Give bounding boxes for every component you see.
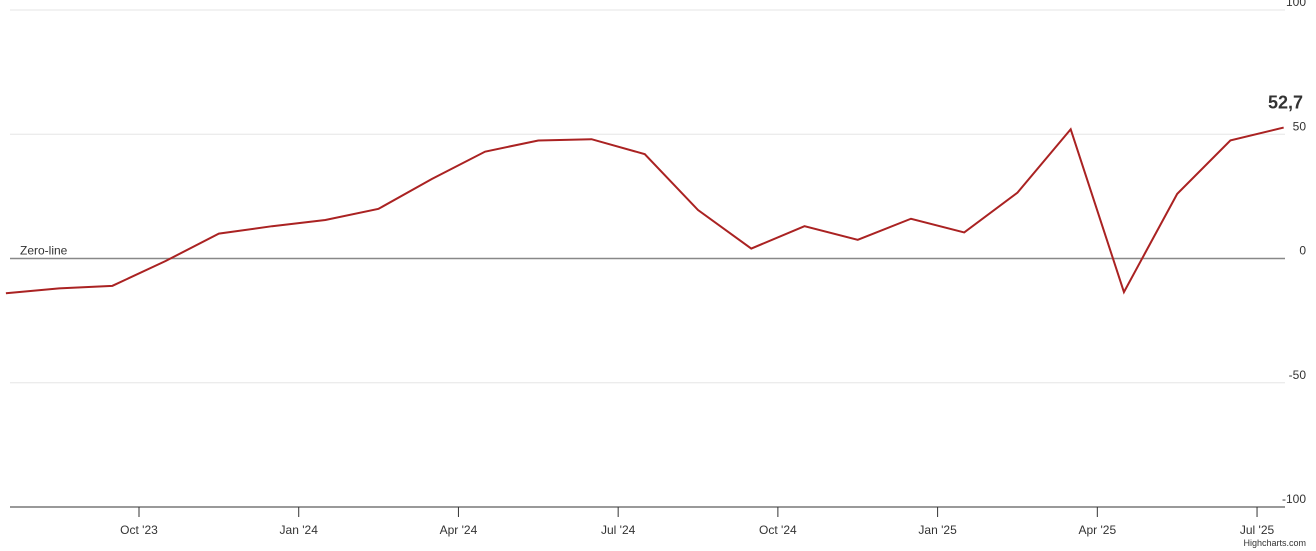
plot-line-label: Zero-line (20, 244, 68, 258)
credits: Highcharts.com (1243, 538, 1306, 548)
x-tick-label: Apr '25 (1078, 523, 1116, 537)
x-tick-label: Apr '24 (440, 523, 478, 537)
x-tick-label: Oct '23 (120, 523, 158, 537)
y-tick-label: -100 (1282, 492, 1306, 506)
value-label: 52,7 (1268, 93, 1303, 113)
y-tick-label: 50 (1293, 119, 1307, 133)
x-tick-label: Jan '24 (280, 523, 319, 537)
x-tick-label: Jul '24 (601, 523, 636, 537)
y-tick-label: 0 (1299, 244, 1306, 258)
x-tick-label: Jan '25 (918, 523, 957, 537)
x-tick-label: Oct '24 (759, 523, 797, 537)
y-tick-label: -50 (1289, 368, 1307, 382)
y-tick-label: 100 (1286, 0, 1306, 9)
line (5, 126, 1284, 295)
x-tick-label: Jul '25 (1240, 523, 1275, 537)
